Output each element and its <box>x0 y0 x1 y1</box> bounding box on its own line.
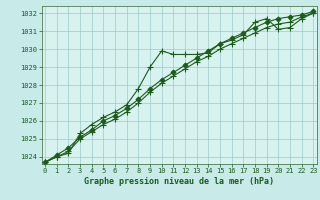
X-axis label: Graphe pression niveau de la mer (hPa): Graphe pression niveau de la mer (hPa) <box>84 177 274 186</box>
